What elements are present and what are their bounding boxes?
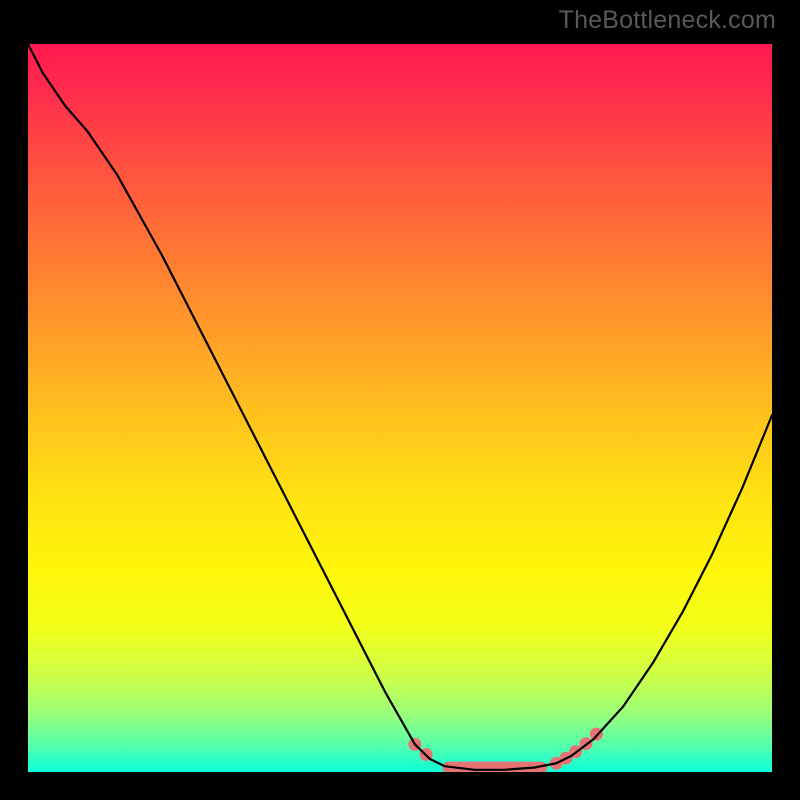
bottleneck-curve-chart [28, 44, 772, 772]
plot-area [28, 44, 772, 772]
watermark-text: TheBottleneck.com [559, 6, 776, 35]
gradient-background [28, 44, 772, 772]
chart-frame: TheBottleneck.com [0, 0, 800, 800]
